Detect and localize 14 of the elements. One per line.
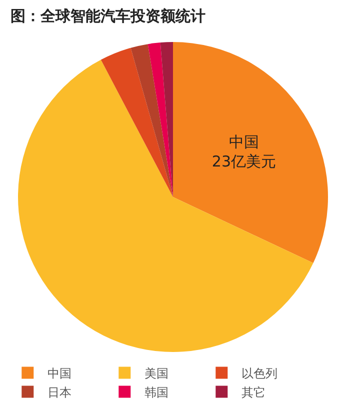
pie-slice [18, 60, 314, 352]
legend-label: 以色列 [242, 366, 278, 380]
legend-label: 中国 [48, 366, 72, 380]
pie-slice [160, 42, 173, 197]
legend-label: 美国 [144, 366, 169, 380]
data-label: 中国 23亿美元 [212, 133, 276, 171]
legend-label: 日本 [48, 385, 72, 400]
pie-slice [100, 48, 173, 197]
chart-title: 图：全球智能汽车投资额统计 [10, 6, 206, 25]
pie-slice [173, 42, 328, 263]
pie-slice [148, 42, 173, 197]
pie-slice [130, 44, 173, 197]
legend-label: 其它 [242, 385, 266, 400]
legend-label: 韩国 [144, 385, 169, 400]
